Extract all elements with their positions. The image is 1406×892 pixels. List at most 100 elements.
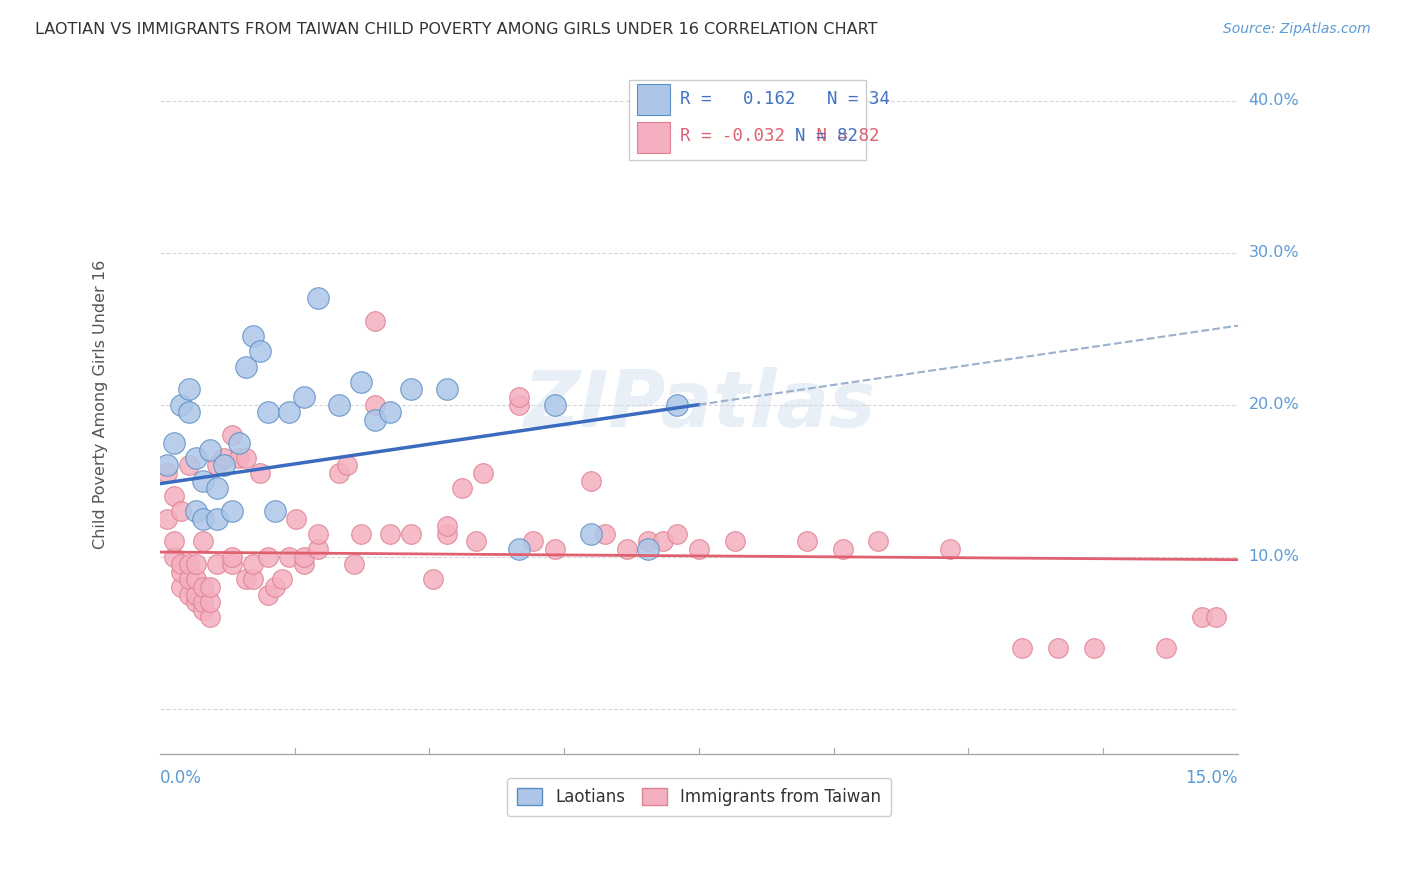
Point (1205, 610, 1227, 624)
Point (170, 504, 193, 518)
Point (637, 534, 659, 549)
Text: 15.0%: 15.0% (1185, 770, 1237, 788)
Point (401, 526, 423, 541)
Point (278, 405, 301, 419)
FancyBboxPatch shape (628, 79, 866, 160)
Point (198, 610, 221, 624)
Point (1047, 640, 1070, 655)
Point (191, 580, 214, 594)
Point (184, 573, 207, 587)
Point (939, 542, 962, 557)
Point (579, 526, 602, 541)
Point (221, 428, 243, 442)
Point (436, 526, 458, 541)
Point (508, 390, 530, 404)
Point (436, 383, 458, 397)
Point (221, 558, 243, 572)
Point (156, 511, 179, 525)
Point (256, 549, 278, 564)
Point (422, 573, 444, 587)
Point (177, 573, 200, 587)
Point (350, 375, 373, 389)
Point (292, 390, 315, 404)
Point (242, 573, 264, 587)
Point (177, 405, 200, 419)
Point (170, 398, 193, 412)
Point (235, 573, 257, 587)
Point (242, 558, 264, 572)
Point (207, 481, 229, 495)
Point (214, 450, 236, 465)
Point (579, 474, 602, 488)
Point (198, 580, 221, 594)
Point (285, 511, 308, 525)
Point (688, 542, 710, 557)
Point (235, 450, 257, 465)
Point (378, 405, 401, 419)
Point (207, 558, 229, 572)
Point (472, 466, 495, 480)
Point (184, 588, 207, 602)
Point (271, 573, 294, 587)
Text: 10.0%: 10.0% (1249, 549, 1299, 564)
Point (278, 549, 301, 564)
Point (522, 534, 544, 549)
Point (544, 398, 567, 412)
Point (307, 526, 329, 541)
Text: 30.0%: 30.0% (1249, 245, 1299, 260)
Point (163, 489, 186, 503)
Point (242, 329, 264, 343)
Text: 0.0%: 0.0% (160, 770, 201, 788)
Point (228, 450, 250, 465)
Point (350, 526, 373, 541)
Point (249, 344, 271, 359)
Point (163, 534, 186, 549)
Point (595, 526, 617, 541)
Text: R =   0.162   N = 34: R = 0.162 N = 34 (681, 90, 890, 108)
Point (156, 466, 179, 480)
Text: 40.0%: 40.0% (1249, 94, 1299, 108)
Point (191, 511, 214, 525)
Point (235, 359, 257, 374)
Point (465, 534, 488, 549)
Point (508, 398, 530, 412)
Point (796, 534, 818, 549)
Text: LAOTIAN VS IMMIGRANTS FROM TAIWAN CHILD POVERTY AMONG GIRLS UNDER 16 CORRELATION: LAOTIAN VS IMMIGRANTS FROM TAIWAN CHILD … (35, 22, 877, 37)
Point (156, 458, 179, 473)
Point (170, 558, 193, 572)
Point (198, 595, 221, 609)
Point (651, 534, 673, 549)
Point (163, 549, 186, 564)
Point (1191, 610, 1213, 624)
Point (343, 558, 366, 572)
Point (328, 466, 350, 480)
Point (364, 398, 387, 412)
Point (177, 588, 200, 602)
Legend: Laotians, Immigrants from Taiwan: Laotians, Immigrants from Taiwan (506, 778, 891, 816)
Point (637, 542, 659, 557)
Point (616, 542, 638, 557)
Point (263, 504, 285, 518)
Point (249, 466, 271, 480)
Point (328, 398, 350, 412)
Point (1083, 640, 1105, 655)
Point (184, 595, 207, 609)
Point (307, 291, 329, 305)
Text: ZIPatlas: ZIPatlas (523, 367, 875, 442)
Point (191, 474, 214, 488)
Text: R = -0.032   N = 82: R = -0.032 N = 82 (681, 127, 880, 145)
Point (666, 398, 689, 412)
Point (221, 504, 243, 518)
Point (184, 450, 207, 465)
Point (191, 595, 214, 609)
Point (378, 526, 401, 541)
Point (364, 413, 387, 427)
Text: Child Poverty Among Girls Under 16: Child Poverty Among Girls Under 16 (93, 260, 108, 549)
Point (292, 549, 315, 564)
Text: 20.0%: 20.0% (1249, 397, 1299, 412)
Point (207, 458, 229, 473)
Point (184, 504, 207, 518)
Point (207, 511, 229, 525)
Point (256, 588, 278, 602)
Point (401, 383, 423, 397)
